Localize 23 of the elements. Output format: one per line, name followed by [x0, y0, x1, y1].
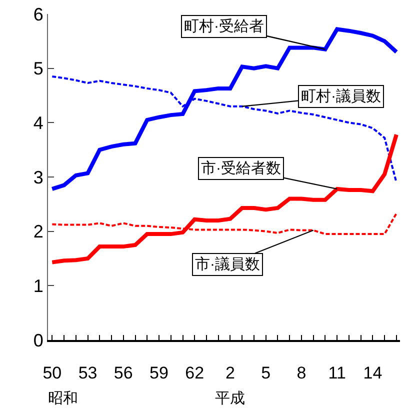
x-tick-label: 8: [296, 363, 306, 382]
y-tick-label: 0: [33, 330, 44, 350]
y-tick-label: 2: [33, 222, 44, 242]
x-tick-label: 56: [114, 363, 133, 382]
series-label: 市·受給者数: [201, 160, 281, 177]
text: 平成: [215, 390, 245, 407]
series-label: 町村·議員数: [301, 88, 381, 105]
series-label: 町村·受給者: [184, 18, 264, 35]
text: 昭和: [48, 390, 78, 407]
x-tick-label: 11: [328, 363, 346, 382]
series-label: 市·議員数: [195, 256, 260, 273]
y-tick-label: 6: [33, 4, 44, 24]
x-tick-label: 5: [261, 363, 271, 382]
y-tick-label: 4: [33, 112, 44, 133]
x-tick-label: 2: [225, 363, 235, 382]
y-tick-label: 5: [33, 58, 44, 79]
x-tick-label: 53: [78, 363, 98, 382]
x-tick-label: 14: [363, 363, 382, 382]
x-tick-label: 62: [185, 363, 204, 382]
x-tick-label: 50: [42, 363, 62, 382]
y-tick-label: 1: [33, 276, 44, 296]
y-tick-label: 3: [33, 167, 44, 188]
x-tick-label: 59: [150, 363, 168, 382]
